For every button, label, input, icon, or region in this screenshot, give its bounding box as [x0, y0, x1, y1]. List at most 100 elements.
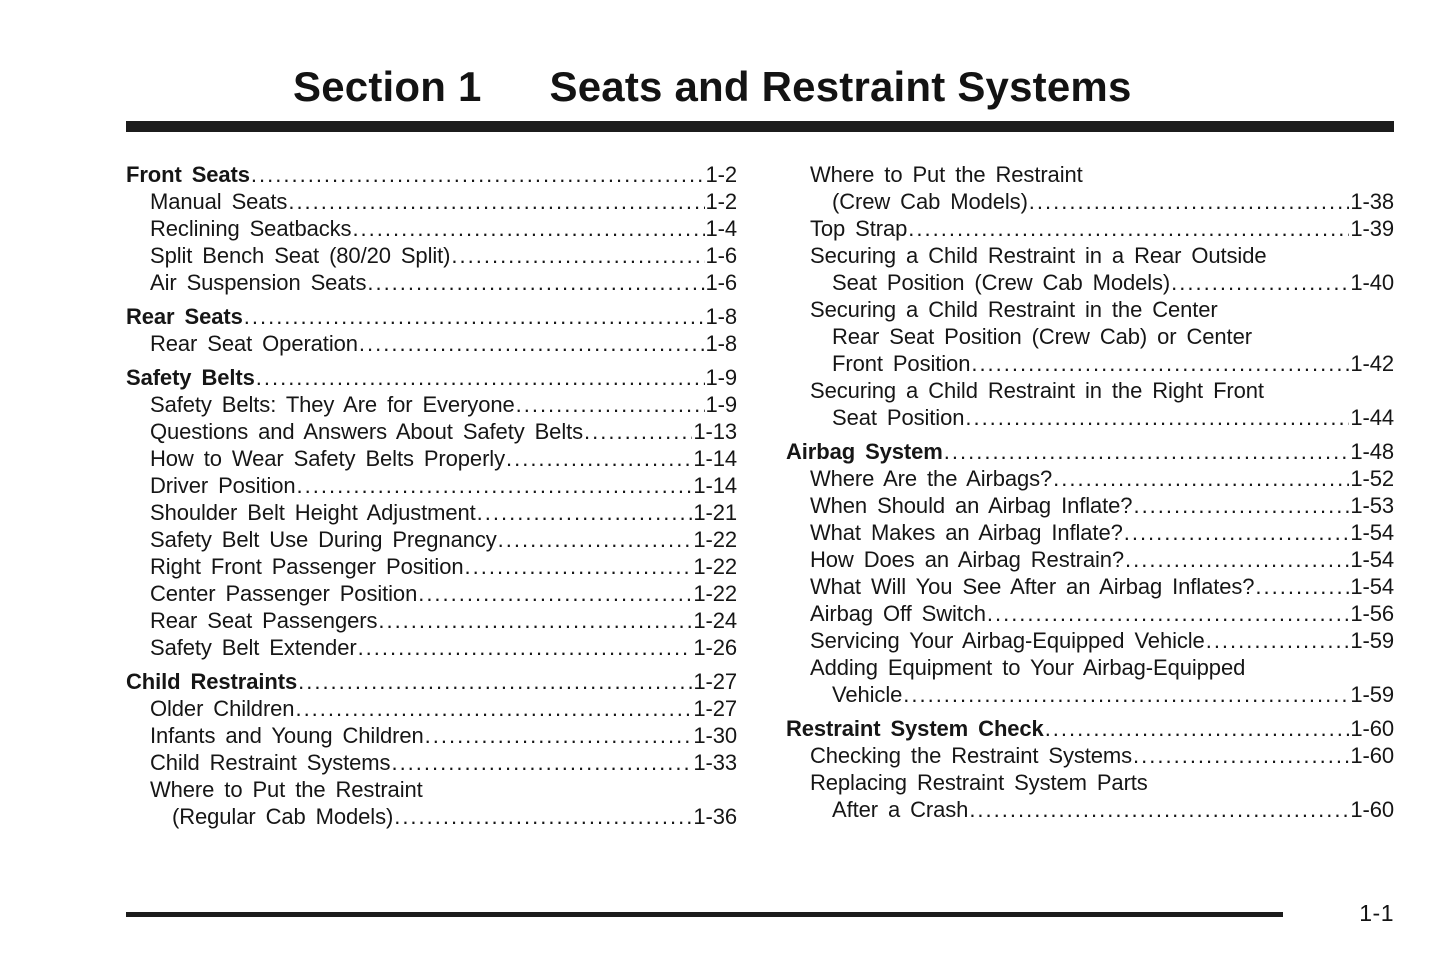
- toc-entry-label: Safety Belts: They Are for Everyone: [150, 392, 515, 417]
- toc-entry: Questions and Answers About Safety Belts…: [126, 418, 737, 445]
- toc-entry-line: Securing a Child Restraint in the Right …: [810, 378, 1264, 403]
- toc-entry-label: Infants and Young Children: [150, 723, 424, 748]
- toc-entry-label: Reclining Seatbacks: [150, 216, 352, 241]
- dot-leader: [1124, 519, 1350, 546]
- toc-entry: Checking the Restraint Systems 1-60: [786, 742, 1394, 769]
- toc-entry-label: When Should an Airbag Inflate?: [810, 493, 1133, 518]
- toc-entry-label: (Regular Cab Models): [172, 804, 394, 829]
- toc-entry-page: 1-22: [693, 527, 737, 552]
- dot-leader: [425, 722, 693, 749]
- dot-leader: [1029, 188, 1350, 215]
- toc-entry-label: Safety Belt Use During Pregnancy: [150, 527, 497, 552]
- toc-entry-page: 1-59: [1350, 628, 1394, 653]
- toc-entry: What Makes an Airbag Inflate? 1-54: [786, 519, 1394, 546]
- toc-entry-page: 1-40: [1350, 270, 1394, 295]
- dot-leader: [1255, 573, 1349, 600]
- dot-leader: [244, 303, 705, 330]
- toc-entry-line: Rear Seat Position (Crew Cab) or Center: [832, 324, 1252, 349]
- toc-entry-page: 1-38: [1350, 189, 1394, 214]
- toc-entry-page: 1-60: [1350, 716, 1394, 741]
- dot-leader: [358, 634, 693, 661]
- toc-entry-page: 1-24: [693, 608, 737, 633]
- section-title: Section 1 Seats and Restraint Systems: [293, 66, 1132, 108]
- dot-leader: [1125, 546, 1349, 573]
- toc-entry-page: 1-21: [693, 500, 737, 525]
- toc-entry-label: After a Crash: [832, 797, 969, 822]
- toc-entry: Right Front Passenger Position 1-22: [126, 553, 737, 580]
- toc-entry: Child Restraint Systems 1-33: [126, 749, 737, 776]
- toc-entry-label: Restraint System Check: [786, 716, 1044, 741]
- toc-entry-page: 1-27: [693, 696, 737, 721]
- dot-leader: [584, 418, 692, 445]
- toc-entry: Shoulder Belt Height Adjustment 1-21: [126, 499, 737, 526]
- dot-leader: [1045, 715, 1350, 742]
- toc-entry-page: 1-6: [705, 270, 738, 295]
- dot-leader: [297, 472, 693, 499]
- toc-entry: Top Strap 1-39: [786, 215, 1394, 242]
- dot-leader: [256, 364, 705, 391]
- toc-entry: Rear Seats 1-8: [126, 303, 737, 330]
- toc-entry-page: 1-9: [705, 365, 738, 390]
- toc-entry-label: Driver Position: [150, 473, 296, 498]
- dot-leader: [1133, 742, 1349, 769]
- dot-leader: [516, 391, 705, 418]
- dot-leader: [378, 607, 692, 634]
- dot-leader: [944, 438, 1350, 465]
- toc-entry-label: Airbag Off Switch: [810, 601, 986, 626]
- toc-entry-label: Front Position: [832, 351, 971, 376]
- toc-entry-page: 1-60: [1350, 743, 1394, 768]
- toc-entry-page: 1-4: [705, 216, 738, 241]
- toc-entry: Safety Belts: They Are for Everyone 1-9: [126, 391, 737, 418]
- toc-entry-label: Rear Seats: [126, 304, 243, 329]
- toc-entry: Manual Seats 1-2: [126, 188, 737, 215]
- toc-entry: Rear Seat Operation 1-8: [126, 330, 737, 357]
- dot-leader: [903, 681, 1349, 708]
- dot-leader: [295, 695, 692, 722]
- toc-entry-page: 1-52: [1350, 466, 1394, 491]
- toc-entry-page: 1-42: [1350, 351, 1394, 376]
- toc-entry-page: 1-2: [705, 189, 738, 214]
- header-rule: [126, 121, 1394, 132]
- toc-entry-page: 1-53: [1350, 493, 1394, 518]
- toc-entry-label: Safety Belt Extender: [150, 635, 357, 660]
- toc-entry-page: 1-54: [1350, 547, 1394, 572]
- toc-entry-label: Seat Position: [832, 405, 965, 430]
- dot-leader: [1171, 269, 1349, 296]
- toc-entry: Infants and Young Children 1-30: [126, 722, 737, 749]
- dot-leader: [288, 188, 704, 215]
- toc-entry-label: Airbag System: [786, 439, 943, 464]
- dot-leader: [498, 526, 693, 553]
- toc-entry-label: Shoulder Belt Height Adjustment: [150, 500, 476, 525]
- toc-entry: Safety Belts 1-9: [126, 364, 737, 391]
- toc-entry-label: Where Are the Airbags?: [810, 466, 1053, 491]
- toc-entry-label: What Will You See After an Airbag Inflat…: [810, 574, 1255, 599]
- toc-entry-label: How to Wear Safety Belts Properly: [150, 446, 505, 471]
- dot-leader: [451, 242, 704, 269]
- toc-entry-page: 1-9: [705, 392, 738, 417]
- toc-entry: Restraint System Check 1-60: [786, 715, 1394, 742]
- toc-entry-label: Center Passenger Position: [150, 581, 418, 606]
- dot-leader: [971, 350, 1349, 377]
- toc-entry: Airbag System 1-48: [786, 438, 1394, 465]
- toc-column-right: Where to Put the Restraint (Crew Cab Mode…: [786, 161, 1394, 830]
- dot-leader: [1053, 465, 1349, 492]
- toc-entry-label: Child Restraint Systems: [150, 750, 391, 775]
- toc-entry: Adding Equipment to Your Airbag-Equipped…: [786, 654, 1394, 708]
- toc-entry: Driver Position 1-14: [126, 472, 737, 499]
- toc-entry-page: 1-39: [1350, 216, 1394, 241]
- toc-entry-page: 1-36: [693, 804, 737, 829]
- toc-entry-page: 1-14: [693, 473, 737, 498]
- section-title-number: Section 1: [293, 63, 482, 110]
- toc-entry: How Does an Airbag Restrain? 1-54: [786, 546, 1394, 573]
- toc-entry-label: Checking the Restraint Systems: [810, 743, 1133, 768]
- toc-entry-label: Questions and Answers About Safety Belts: [150, 419, 584, 444]
- toc-entry-page: 1-54: [1350, 520, 1394, 545]
- toc-entry-line: Where to Put the Restraint: [810, 162, 1083, 187]
- toc-entry: Air Suspension Seats 1-6: [126, 269, 737, 296]
- toc-entry-label: Older Children: [150, 696, 295, 721]
- dot-leader: [391, 749, 692, 776]
- toc-entry-label: How Does an Airbag Restrain?: [810, 547, 1125, 572]
- dot-leader: [298, 668, 692, 695]
